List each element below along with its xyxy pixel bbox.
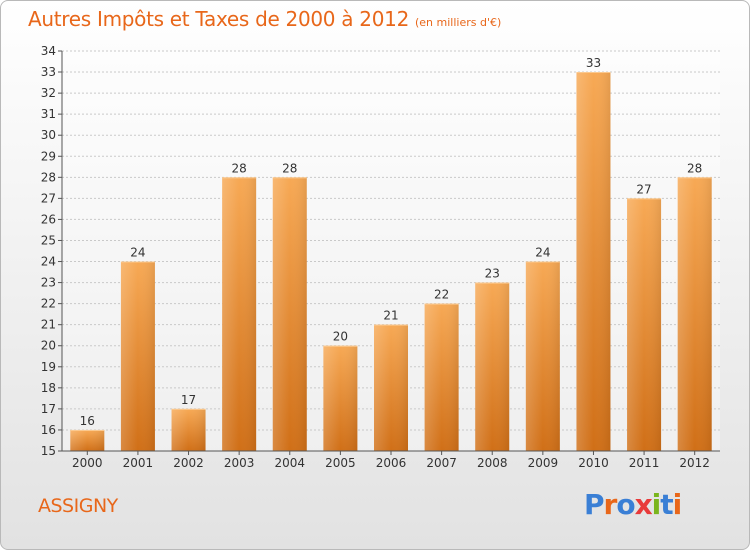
x-tick-label: 2005 <box>325 456 356 470</box>
y-tick-label: 22 <box>41 297 56 311</box>
y-tick-label: 27 <box>41 191 56 205</box>
data-label: 33 <box>586 56 601 70</box>
bar-shine <box>120 261 155 451</box>
data-label: 21 <box>383 309 398 323</box>
y-tick-label: 33 <box>41 65 56 79</box>
y-tick-label: 30 <box>41 128 56 142</box>
y-tick-label: 34 <box>41 44 56 58</box>
y-tick-label: 20 <box>41 339 56 353</box>
y-tick-label: 26 <box>41 212 56 226</box>
bar-shine <box>627 198 662 451</box>
x-tick-label: 2002 <box>173 456 204 470</box>
commune-name: ASSIGNY <box>38 495 118 517</box>
x-tick-label: 2000 <box>72 456 103 470</box>
y-tick-label: 17 <box>41 402 56 416</box>
bar-shine <box>70 429 105 451</box>
y-tick-label: 19 <box>41 360 56 374</box>
x-tick-label: 2011 <box>629 456 660 470</box>
y-tick-label: 18 <box>41 381 56 395</box>
data-label: 22 <box>434 288 449 302</box>
y-tick-label: 15 <box>41 444 56 458</box>
data-label: 24 <box>535 246 550 260</box>
bar-shine <box>222 177 257 451</box>
logo-letter: x <box>634 488 653 521</box>
title-unit: (en milliers d'€) <box>415 16 502 29</box>
data-label: 20 <box>333 330 348 344</box>
y-tick-label: 31 <box>41 107 56 121</box>
bar-shine <box>171 408 206 451</box>
x-tick-label: 2007 <box>426 456 457 470</box>
title-text: Autres Impôts et Taxes de 2000 à 2012 <box>28 7 409 31</box>
data-label: 28 <box>282 161 297 175</box>
x-tick-label: 2006 <box>376 456 407 470</box>
bar-shine <box>424 303 459 451</box>
logo-letter: i <box>672 488 683 521</box>
logo-letter: o <box>616 488 635 521</box>
chart-title: Autres Impôts et Taxes de 2000 à 2012 (en… <box>28 7 501 31</box>
data-label: 24 <box>130 246 145 260</box>
x-tick-label: 2012 <box>679 456 710 470</box>
logo-letter: P <box>584 488 605 521</box>
y-tick-label: 29 <box>41 149 56 163</box>
data-label: 27 <box>636 182 651 196</box>
x-tick-label: 2003 <box>224 456 255 470</box>
bars: 16 24 17 28 28 20 21 22 23 24 33 27 28 <box>70 56 712 451</box>
bar-shine <box>323 345 358 451</box>
logo-letter: i <box>651 488 662 521</box>
bar-shine <box>677 177 712 451</box>
bar-shine <box>525 261 560 451</box>
y-tick-label: 16 <box>41 423 56 437</box>
x-tick-label: 2010 <box>578 456 609 470</box>
logo-letter: t <box>660 488 673 521</box>
bar-shine <box>374 324 408 451</box>
y-tick-label: 32 <box>41 86 56 100</box>
y-tick-label: 28 <box>41 170 56 184</box>
y-tick-label: 25 <box>41 233 56 247</box>
y-tick-label: 23 <box>41 276 56 290</box>
x-tick-label: 2004 <box>274 456 305 470</box>
x-tick-label: 2008 <box>477 456 508 470</box>
logo-letter: r <box>603 488 618 521</box>
data-label: 23 <box>485 267 500 281</box>
bar-shine <box>272 177 307 451</box>
data-label: 17 <box>181 393 196 407</box>
bar-shine <box>475 282 510 451</box>
data-label: 28 <box>232 161 247 175</box>
proxiti-logo[interactable]: Proxiti <box>584 488 683 521</box>
y-tick-label: 21 <box>41 318 56 332</box>
y-tick-label: 24 <box>41 255 56 269</box>
data-label: 28 <box>687 161 702 175</box>
data-label: 16 <box>80 414 95 428</box>
axes: 15 16 17 18 19 20 21 22 23 24 25 26 27 28 29 30 31 32 33 34… <box>41 44 720 470</box>
x-tick-label: 2001 <box>123 456 154 470</box>
bar-shine <box>576 72 611 451</box>
x-tick-label: 2009 <box>528 456 559 470</box>
